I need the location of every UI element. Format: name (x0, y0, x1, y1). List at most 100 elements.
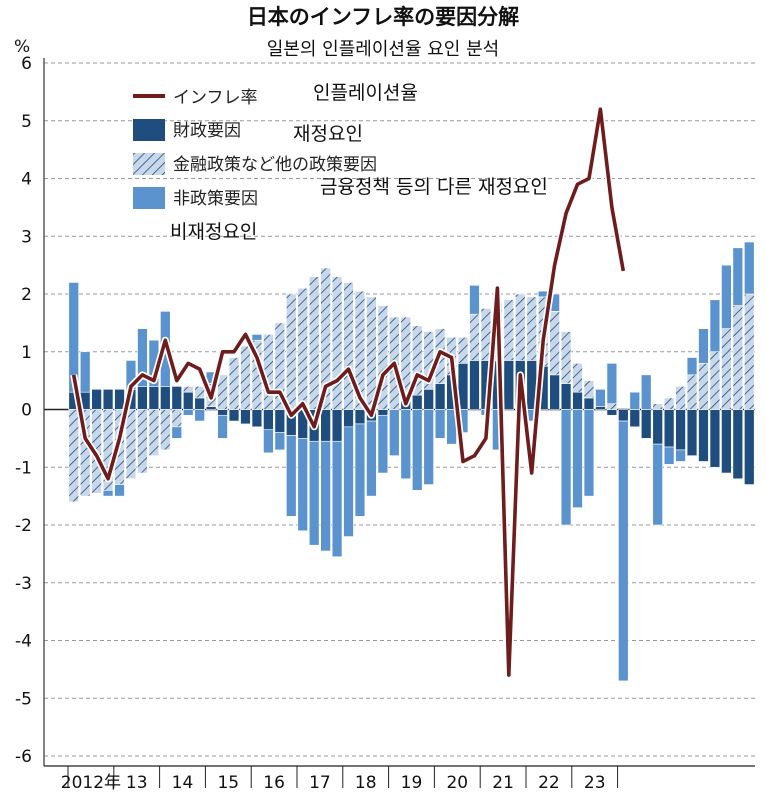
bar-monetary (412, 325, 423, 396)
bar-fiscal (641, 409, 652, 439)
x-tick-label: 2012年 (61, 773, 121, 793)
bar-nonpolicy (698, 328, 709, 364)
legend-translation-fiscal: 재정요인 (293, 123, 363, 145)
bar-nonpolicy (675, 449, 686, 462)
y-tick-label: -1 (15, 458, 32, 478)
x-tick-label: 15 (217, 773, 239, 793)
bar-fiscal (434, 383, 446, 410)
bar-fiscal (354, 409, 366, 425)
bar-nonpolicy (572, 409, 583, 508)
bar-monetary (503, 299, 515, 361)
bar-fiscal (572, 391, 583, 410)
bar-nonpolicy (400, 409, 411, 480)
bar-nonpolicy (434, 409, 446, 439)
bar-fiscal (560, 383, 572, 410)
bar-fiscal (251, 409, 263, 428)
legend-swatch-nonpolicy (133, 187, 165, 209)
x-tick-label: 23 (584, 773, 606, 793)
bar-fiscal (503, 360, 515, 410)
bar-fiscal (91, 388, 102, 410)
bar-nonpolicy (629, 391, 640, 410)
legend-translation-nonpolicy: 비재정요인 (170, 221, 257, 243)
bar-fiscal (618, 409, 629, 422)
bar-fiscal (675, 409, 686, 451)
bar-monetary (377, 305, 389, 410)
bar-fiscal (148, 386, 160, 410)
bar-nonpolicy (320, 440, 331, 552)
bar-fiscal (331, 409, 343, 442)
bar-fiscal (228, 409, 240, 422)
bar-fiscal (240, 409, 251, 425)
bar-nonpolicy (354, 423, 366, 517)
y-tick-labels: 6 5 4 3 2 1 0 -1 -2 -3 -4 -5 -6 (15, 54, 32, 767)
bar-fiscal (595, 406, 606, 410)
y-tick-label: 5 (21, 112, 32, 132)
bar-nonpolicy (377, 414, 389, 474)
bar-nonpolicy (618, 420, 629, 682)
bar-nonpolicy (331, 440, 343, 558)
bar-nonpolicy (652, 443, 663, 526)
bar-nonpolicy (606, 362, 618, 405)
bar-nonpolicy (251, 334, 263, 341)
bar-monetary (320, 267, 331, 410)
bar-monetary (560, 331, 572, 384)
bar-fiscal (744, 409, 755, 485)
legend-label-fiscal: 財政要因 (173, 121, 241, 141)
bar-nonpolicy (663, 446, 675, 465)
bar-fiscal (606, 409, 618, 416)
bar-monetary (137, 409, 148, 474)
bar-nonpolicy (183, 409, 194, 416)
bar-fiscal (709, 409, 721, 468)
bar-monetary (721, 328, 732, 410)
bar-nonpolicy (423, 409, 434, 485)
x-tick-label: 21 (492, 773, 514, 793)
bar-fiscal (217, 409, 228, 416)
bar-fiscal (629, 409, 640, 428)
bar-fiscal (549, 374, 560, 410)
y-tick-label: -5 (15, 689, 32, 709)
bar-monetary (217, 374, 228, 410)
bar-monetary (732, 305, 744, 410)
x-tick-label: 13 (126, 773, 148, 793)
bar-nonpolicy (217, 414, 228, 439)
x-tick-label: 18 (355, 773, 377, 793)
bar-fiscal (194, 397, 205, 410)
bar-nonpolicy (412, 409, 423, 491)
bar-monetary (606, 403, 618, 410)
x-tick-label: 22 (538, 773, 560, 793)
bar-monetary (663, 397, 675, 410)
bar-fiscal (377, 409, 389, 416)
bar-monetary (68, 409, 79, 503)
y-tick-label: 4 (21, 170, 32, 190)
bar-monetary (675, 386, 686, 410)
y-tick-label: -3 (15, 574, 32, 594)
bar-monetary (469, 313, 480, 361)
bar-fiscal (343, 409, 354, 428)
y-tick-label: 2 (21, 285, 32, 305)
legend-translation-monetary: 금융정책 등의 다른 재정요인 (320, 176, 548, 198)
x-tick-label: 19 (401, 773, 423, 793)
bar-nonpolicy (308, 440, 320, 546)
bar-nonpolicy (137, 328, 148, 387)
bar-nonpolicy (560, 409, 572, 526)
y-tick-label: 1 (21, 343, 32, 363)
bar-nonpolicy (389, 409, 400, 457)
bar-nonpolicy (732, 247, 744, 306)
bar-monetary (583, 380, 595, 399)
bar-monetary (457, 337, 469, 364)
bar-monetary (228, 357, 240, 410)
bar-nonpolicy (721, 264, 732, 329)
legend-label-inflation: インフレ率 (173, 88, 258, 108)
bar-monetary (183, 386, 194, 393)
bar-monetary (148, 409, 160, 457)
bar-nonpolicy (297, 438, 308, 532)
bar-nonpolicy (102, 490, 114, 497)
y-tick-label: 0 (21, 401, 32, 421)
bar-monetary (171, 409, 182, 428)
y-tick-label: 6 (21, 54, 32, 74)
bar-monetary (549, 311, 560, 376)
bar-fiscal (663, 409, 675, 448)
inflation-line (71, 107, 626, 677)
bar-layer (68, 241, 755, 682)
